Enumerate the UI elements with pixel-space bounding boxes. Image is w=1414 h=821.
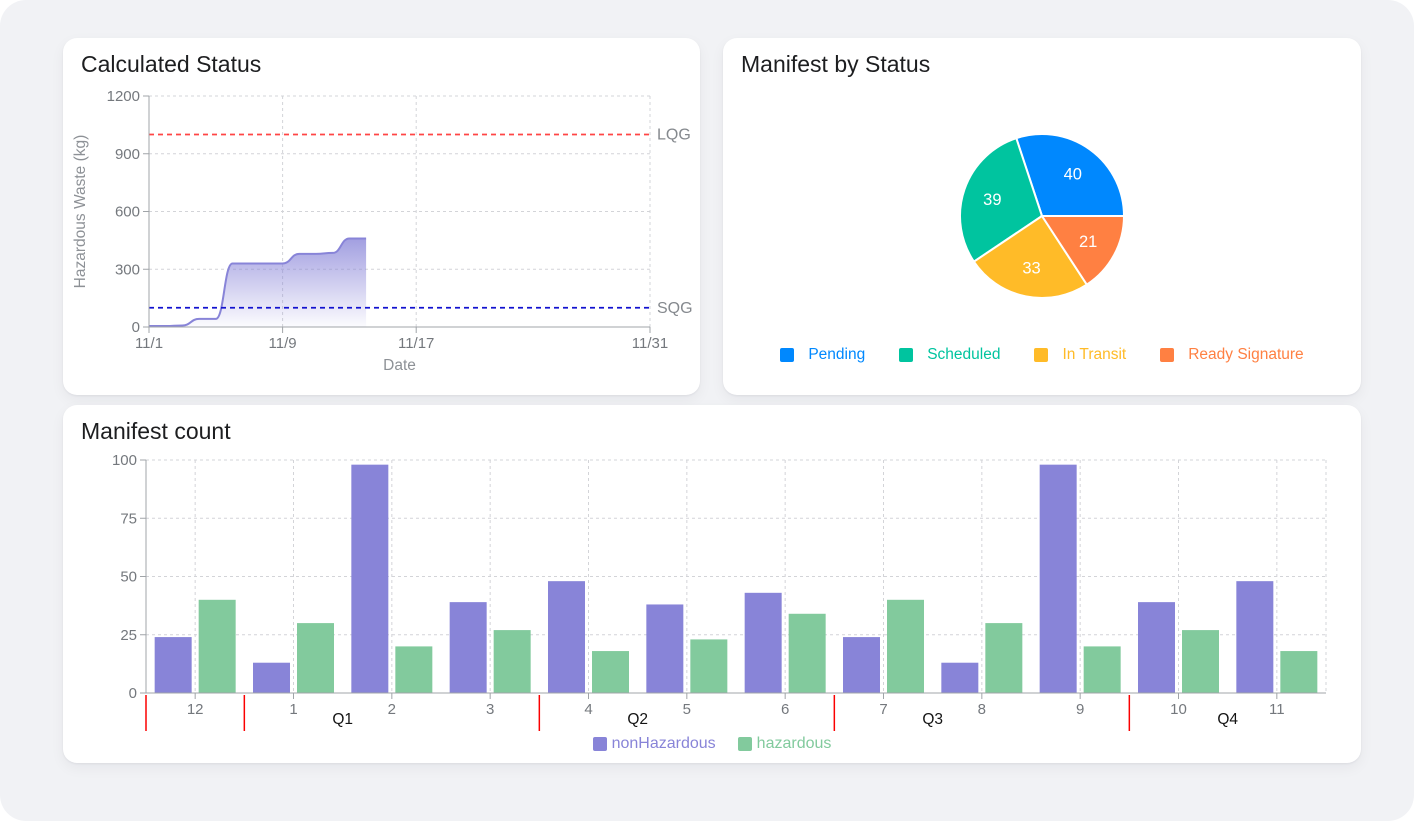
svg-text:7: 7	[879, 701, 887, 718]
svg-text:900: 900	[115, 146, 140, 163]
bar-nonhazardous-8[interactable]	[941, 662, 979, 693]
pie-legend: Pending Scheduled In Transit Ready Signatur…	[723, 346, 1361, 364]
svg-text:5: 5	[683, 701, 691, 718]
pie-legend-item-pending[interactable]: Pending	[780, 346, 865, 364]
svg-text:11: 11	[1269, 701, 1285, 718]
svg-text:11/31: 11/31	[632, 335, 668, 352]
svg-text:300: 300	[115, 261, 140, 278]
bar-hazardous-7[interactable]	[887, 599, 924, 693]
legend-label: Scheduled	[927, 346, 1001, 363]
bar-nonhazardous-9[interactable]	[1039, 464, 1077, 693]
legend-swatch-icon	[737, 737, 752, 751]
bar-hazardous-2[interactable]	[395, 646, 433, 693]
calculated-status-title: Calculated Status	[81, 51, 262, 77]
quarter-label-q1: Q1	[332, 711, 353, 728]
legend-label: hazardous	[756, 735, 832, 752]
legend-label: Ready Signature	[1188, 346, 1304, 363]
svg-text:11/17: 11/17	[398, 335, 434, 352]
legend-swatch-icon	[780, 348, 795, 362]
reference-label-sqg: SQG	[657, 300, 693, 317]
svg-text:2: 2	[388, 701, 396, 718]
pie-value-label: 21	[1079, 233, 1097, 251]
quarter-label-q4: Q4	[1217, 711, 1238, 728]
pie-value-label: 33	[1022, 259, 1040, 277]
svg-text:50: 50	[120, 569, 137, 586]
bar-hazardous-12[interactable]	[198, 599, 236, 693]
quarter-label-q3: Q3	[922, 711, 943, 728]
bar-hazardous-6[interactable]	[788, 613, 826, 693]
reference-label-lqg: LQG	[657, 127, 691, 144]
bar-hazardous-11[interactable]	[1280, 651, 1318, 693]
bar-hazardous-5[interactable]	[690, 639, 728, 693]
pie-slice-ready-signature[interactable]	[1040, 215, 1126, 287]
legend-swatch-icon	[1160, 348, 1175, 362]
hazardous-waste-line	[149, 237, 367, 328]
svg-text:9: 9	[1076, 701, 1084, 718]
pie-slice-scheduled[interactable]	[959, 136, 1044, 264]
manifest-by-status-pie-chart: 40 39 33 21	[959, 133, 1126, 299]
calculated-status-card: Calculated Status LQG SQG 0 300 600 900 1200 11…	[63, 38, 700, 395]
svg-text:25: 25	[120, 627, 137, 644]
x-axis-title: Date	[383, 357, 416, 374]
hazardous-waste-area[interactable]	[149, 238, 367, 327]
bar-nonhazardous-5[interactable]	[646, 604, 684, 693]
svg-text:3: 3	[486, 701, 494, 718]
svg-text:11/1: 11/1	[135, 335, 163, 352]
pie-legend-item-in-transit[interactable]: In Transit	[1034, 346, 1126, 364]
svg-text:10: 10	[1170, 701, 1187, 718]
legend-swatch-icon	[899, 348, 914, 362]
bar-hazardous-9[interactable]	[1083, 646, 1121, 693]
bar-legend: nonHazardous hazardous	[63, 735, 1361, 753]
bar-nonhazardous-3[interactable]	[449, 602, 487, 693]
legend-label: nonHazardous	[611, 735, 716, 752]
legend-swatch-icon	[1034, 348, 1049, 362]
quarter-label-q2: Q2	[627, 711, 648, 728]
svg-text:12: 12	[187, 701, 204, 718]
bar-nonhazardous-2[interactable]	[351, 464, 389, 693]
svg-text:100: 100	[112, 452, 137, 469]
svg-text:4: 4	[584, 701, 592, 718]
pie-legend-item-scheduled[interactable]: Scheduled	[899, 346, 1000, 364]
manifest-by-status-card: Manifest by Status 40 39 33 21 Pending Sched…	[723, 38, 1361, 395]
bar-hazardous-4[interactable]	[592, 651, 629, 693]
bar-nonhazardous-12[interactable]	[154, 637, 192, 693]
svg-text:75: 75	[120, 510, 137, 527]
svg-text:0: 0	[132, 319, 140, 336]
bar-nonhazardous-4[interactable]	[548, 581, 585, 693]
svg-text:1: 1	[289, 701, 297, 718]
pie-legend-item-ready-signature[interactable]: Ready Signature	[1160, 346, 1304, 364]
manifest-count-card: Manifest count 0 25 50 75 100 12 1 2 3 4 5 6 7 8 9 10 11…	[63, 405, 1361, 763]
bar-nonhazardous-1[interactable]	[253, 662, 290, 693]
svg-text:1200: 1200	[107, 88, 140, 105]
y-axis-title: Hazardous Waste (kg)	[72, 135, 89, 289]
pie-slice-in-transit[interactable]	[972, 214, 1089, 299]
bar-legend-item-nonhazardous[interactable]: nonHazardous	[592, 735, 716, 753]
pie-slice-pending[interactable]	[1015, 133, 1126, 217]
svg-text:11/9: 11/9	[269, 335, 297, 352]
bar-hazardous-3[interactable]	[493, 630, 531, 693]
legend-swatch-icon	[592, 737, 607, 751]
svg-text:8: 8	[978, 701, 986, 718]
bar-nonhazardous-6[interactable]	[744, 592, 782, 693]
svg-text:6: 6	[781, 701, 789, 718]
bar-hazardous-10[interactable]	[1182, 630, 1219, 693]
svg-text:600: 600	[115, 204, 140, 221]
legend-label: In Transit	[1062, 346, 1127, 363]
manifest-count-title: Manifest count	[81, 418, 231, 444]
svg-text:0: 0	[129, 685, 137, 702]
legend-label: Pending	[808, 346, 866, 363]
bar-nonhazardous-11[interactable]	[1236, 581, 1274, 693]
bar-nonhazardous-7[interactable]	[843, 637, 880, 693]
bar-hazardous-1[interactable]	[297, 623, 334, 693]
manifest-by-status-title: Manifest by Status	[741, 51, 931, 77]
bar-legend-item-hazardous[interactable]: hazardous	[737, 735, 832, 753]
pie-value-label: 39	[983, 191, 1001, 209]
bar-nonhazardous-10[interactable]	[1138, 602, 1175, 693]
bar-hazardous-8[interactable]	[985, 623, 1023, 693]
calculated-status-area-chart: LQG SQG 0 300 600 900 1200 11/1 11/9 11/17 11/31 Da…	[72, 88, 693, 374]
pie-value-label: 40	[1064, 165, 1082, 183]
